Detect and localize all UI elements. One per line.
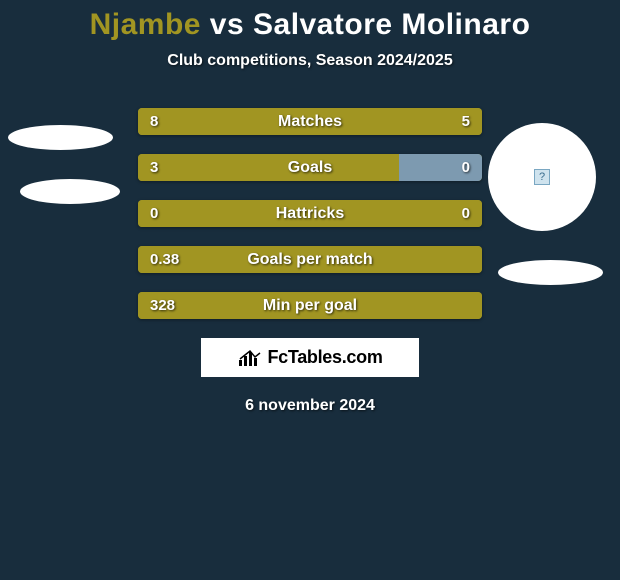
logo-text: FcTables.com: [267, 347, 382, 368]
bar-label: Min per goal: [138, 292, 482, 319]
subtitle: Club competitions, Season 2024/2025: [0, 52, 620, 70]
bar-value-right: 0: [462, 200, 470, 227]
bar-label: Matches: [138, 108, 482, 135]
stat-bar-row: Goals per match0.38: [138, 246, 482, 273]
stat-bar-row: Hattricks0 0: [138, 200, 482, 227]
bar-value-left: 0: [150, 200, 158, 227]
bar-label: Goals: [138, 154, 482, 181]
player-avatar-right: ?: [488, 123, 596, 231]
deco-ellipse-1: [8, 125, 113, 150]
title-vs: vs: [201, 8, 253, 41]
bar-label: Hattricks: [138, 200, 482, 227]
bar-value-left: 0.38: [150, 246, 179, 273]
title-player-right: Salvatore Molinaro: [253, 8, 530, 41]
bars-icon: [237, 348, 263, 368]
bar-value-left: 328: [150, 292, 175, 319]
stat-bar-row: Goals3 0: [138, 154, 482, 181]
page-title: Njambe vs Salvatore Molinaro: [0, 0, 620, 42]
avatar-placeholder-icon: ?: [534, 169, 550, 185]
stat-bar-row: Min per goal328: [138, 292, 482, 319]
deco-ellipse-3: [498, 260, 603, 285]
bar-value-right: 0: [462, 154, 470, 181]
bar-value-left: 8: [150, 108, 158, 135]
bar-value-left: 3: [150, 154, 158, 181]
date-line: 6 november 2024: [0, 397, 620, 415]
stat-bar-row: Matches8 5: [138, 108, 482, 135]
bar-label: Goals per match: [138, 246, 482, 273]
deco-ellipse-2: [20, 179, 120, 204]
logo-box: FcTables.com: [201, 338, 419, 377]
title-player-left: Njambe: [90, 8, 201, 41]
bar-value-right: 5: [462, 108, 470, 135]
